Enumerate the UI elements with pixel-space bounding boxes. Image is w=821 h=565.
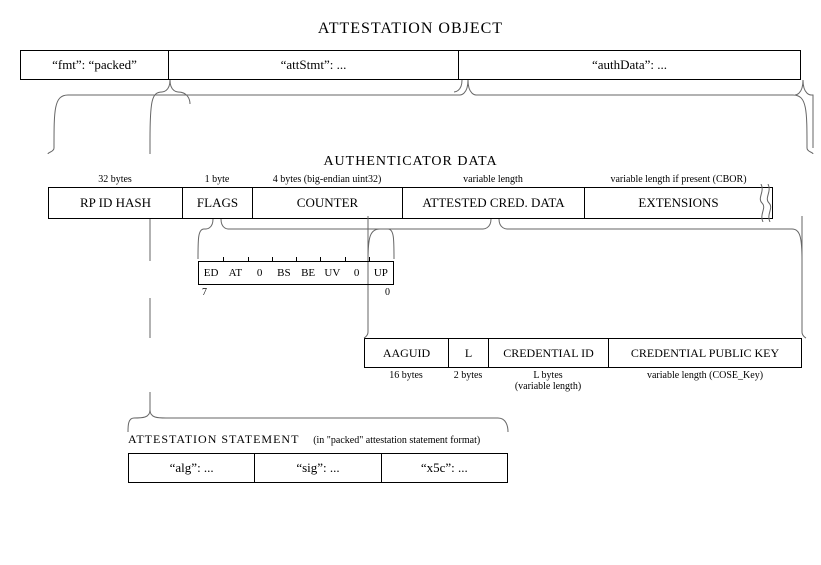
stmt-cell-alg: “alg”: ... [129,454,255,482]
cred-cell-public-key: CREDENTIAL PUBLIC KEY [609,339,801,367]
attestation-object-row: “fmt”: “packed” “attStmt”: ... “authData… [20,50,801,80]
flags-bits-row: ED AT 0 BS BE UV 0 UP [198,261,394,285]
attestation-cell-attstmt: “attStmt”: ... [169,51,459,79]
flags-bit-index: 7 0 [198,285,394,298]
auth-label-1: 1 byte [182,174,252,185]
connector-attstmt-to-statement [20,392,801,432]
main-title: ATTESTATION OBJECT [20,20,801,38]
cred-sub-2: L bytes (variable length) [488,370,608,392]
auth-label-2: 4 bytes (big-endian uint32) [252,174,402,185]
attestation-statement-block: ATTESTATION STATEMENT (in "packed" attes… [128,432,508,483]
connector-flags-to-bits [20,219,801,261]
authenticator-data-size-labels: 32 bytes 1 byte 4 bytes (big-endian uint… [48,174,773,185]
cred-cell-l: L [449,339,489,367]
auth-cell-flags: FLAGS [183,188,253,218]
stmt-cell-x5c: “x5c”: ... [382,454,507,482]
authenticator-data-title: AUTHENTICATOR DATA [48,154,773,170]
auth-label-0: 32 bytes [48,174,182,185]
flag-index-lo: 0 [385,287,390,298]
cred-sub-3: variable length (COSE_Key) [608,370,802,392]
attested-credential-block: AAGUID L CREDENTIAL ID CREDENTIAL PUBLIC… [364,338,802,392]
cred-sub-1: 2 bytes [448,370,488,392]
cred-cell-aaguid: AAGUID [365,339,449,367]
attestation-statement-title: ATTESTATION STATEMENT (in "packed" attes… [128,432,508,447]
attestation-statement-row: “alg”: ... “sig”: ... “x5c”: ... [128,453,508,483]
connector-to-cred-block [20,298,801,338]
cred-cell-credential-id: CREDENTIAL ID [489,339,609,367]
auth-label-4: variable length if present (CBOR) [584,174,773,185]
auth-cell-attested-cred: ATTESTED CRED. DATA [403,188,585,218]
auth-cell-counter: COUNTER [253,188,403,218]
flag-bit-0: UP [369,262,393,284]
attestation-cell-authdata: “authData”: ... [459,51,800,79]
flag-bit-3: BE [296,262,320,284]
flags-block: ED AT 0 BS BE UV 0 UP 7 0 [198,261,394,298]
attestation-statement-aux: (in "packed" attestation statement forma… [313,435,480,446]
flag-bit-7: ED [199,262,223,284]
auth-cell-rpidhash: RP ID HASH [49,188,183,218]
auth-label-3: variable length [402,174,584,185]
attested-cred-row: AAGUID L CREDENTIAL ID CREDENTIAL PUBLIC… [364,338,802,368]
authenticator-data-block: AUTHENTICATOR DATA 32 bytes 1 byte 4 byt… [48,154,773,219]
stmt-cell-sig: “sig”: ... [255,454,381,482]
attested-cred-size-labels: 16 bytes 2 bytes L bytes (variable lengt… [364,370,802,392]
flag-bit-1: 0 [345,262,369,284]
flag-bit-4: BS [272,262,296,284]
auth-cell-extensions: EXTENSIONS [585,188,772,218]
flag-bit-5: 0 [248,262,272,284]
cred-sub-0: 16 bytes [364,370,448,392]
flag-index-hi: 7 [202,287,207,298]
torn-edge-icon [759,184,773,222]
flag-bit-6: AT [223,262,247,284]
authenticator-data-row: RP ID HASH FLAGS COUNTER ATTESTED CRED. … [48,187,773,219]
attestation-cell-fmt: “fmt”: “packed” [21,51,169,79]
connector-attestation-to-authdata [20,80,801,154]
flag-bit-2: UV [320,262,344,284]
